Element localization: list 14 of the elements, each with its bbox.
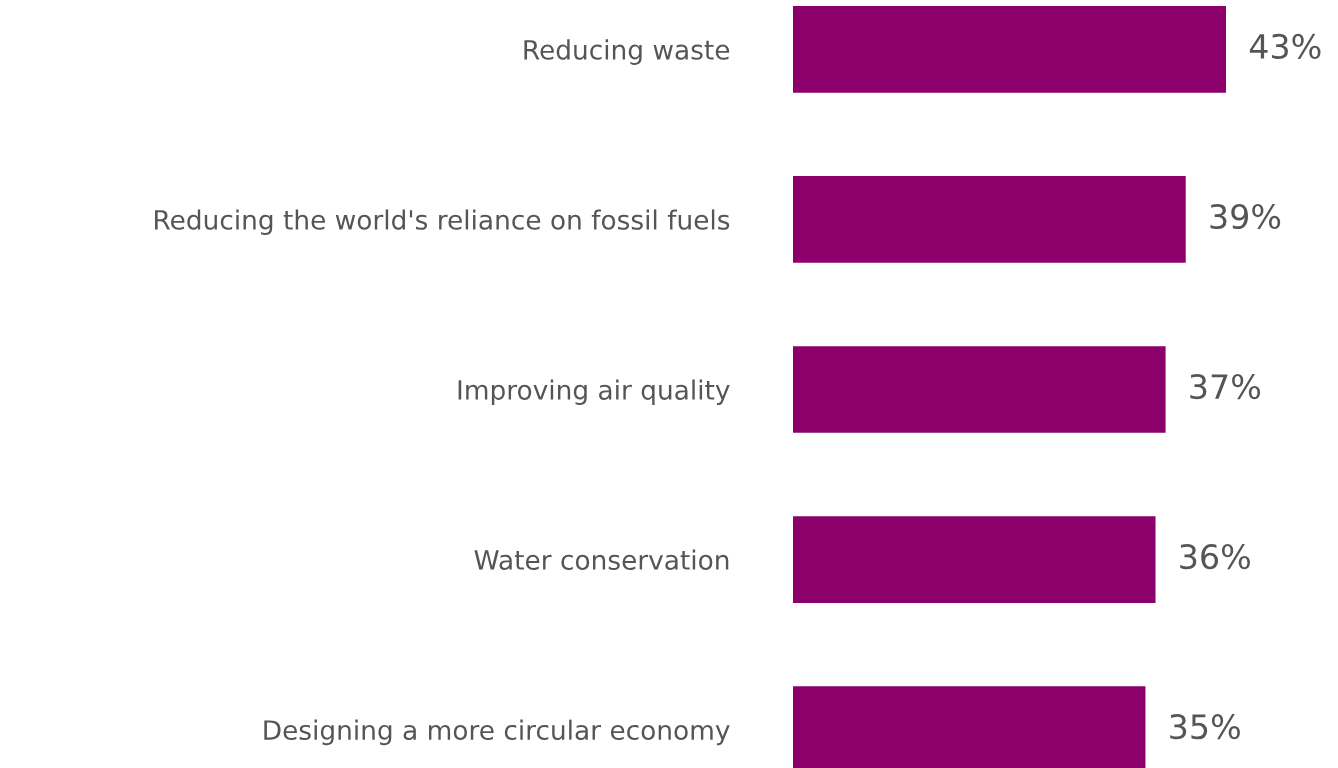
y-tick-label: Reducing the world's reliance on fossil fuels: [155, 209, 730, 235]
y-tick-label: Reducing waste: [524, 39, 730, 65]
y-tick-label: Water conservation: [474, 549, 729, 570]
bar: [793, 6, 1226, 93]
data-label: 43%: [1249, 33, 1321, 60]
bar: [793, 176, 1186, 263]
y-tick-label: Improving air quality: [458, 379, 730, 406]
y-tick-label: Designing a more circular economy: [264, 719, 730, 746]
data-label: 36%: [1180, 544, 1250, 570]
bar: [793, 346, 1166, 433]
data-label: 37%: [1190, 373, 1261, 400]
bar: [793, 516, 1156, 603]
data-label: 39%: [1210, 203, 1281, 230]
data-label: 35%: [1170, 714, 1240, 740]
